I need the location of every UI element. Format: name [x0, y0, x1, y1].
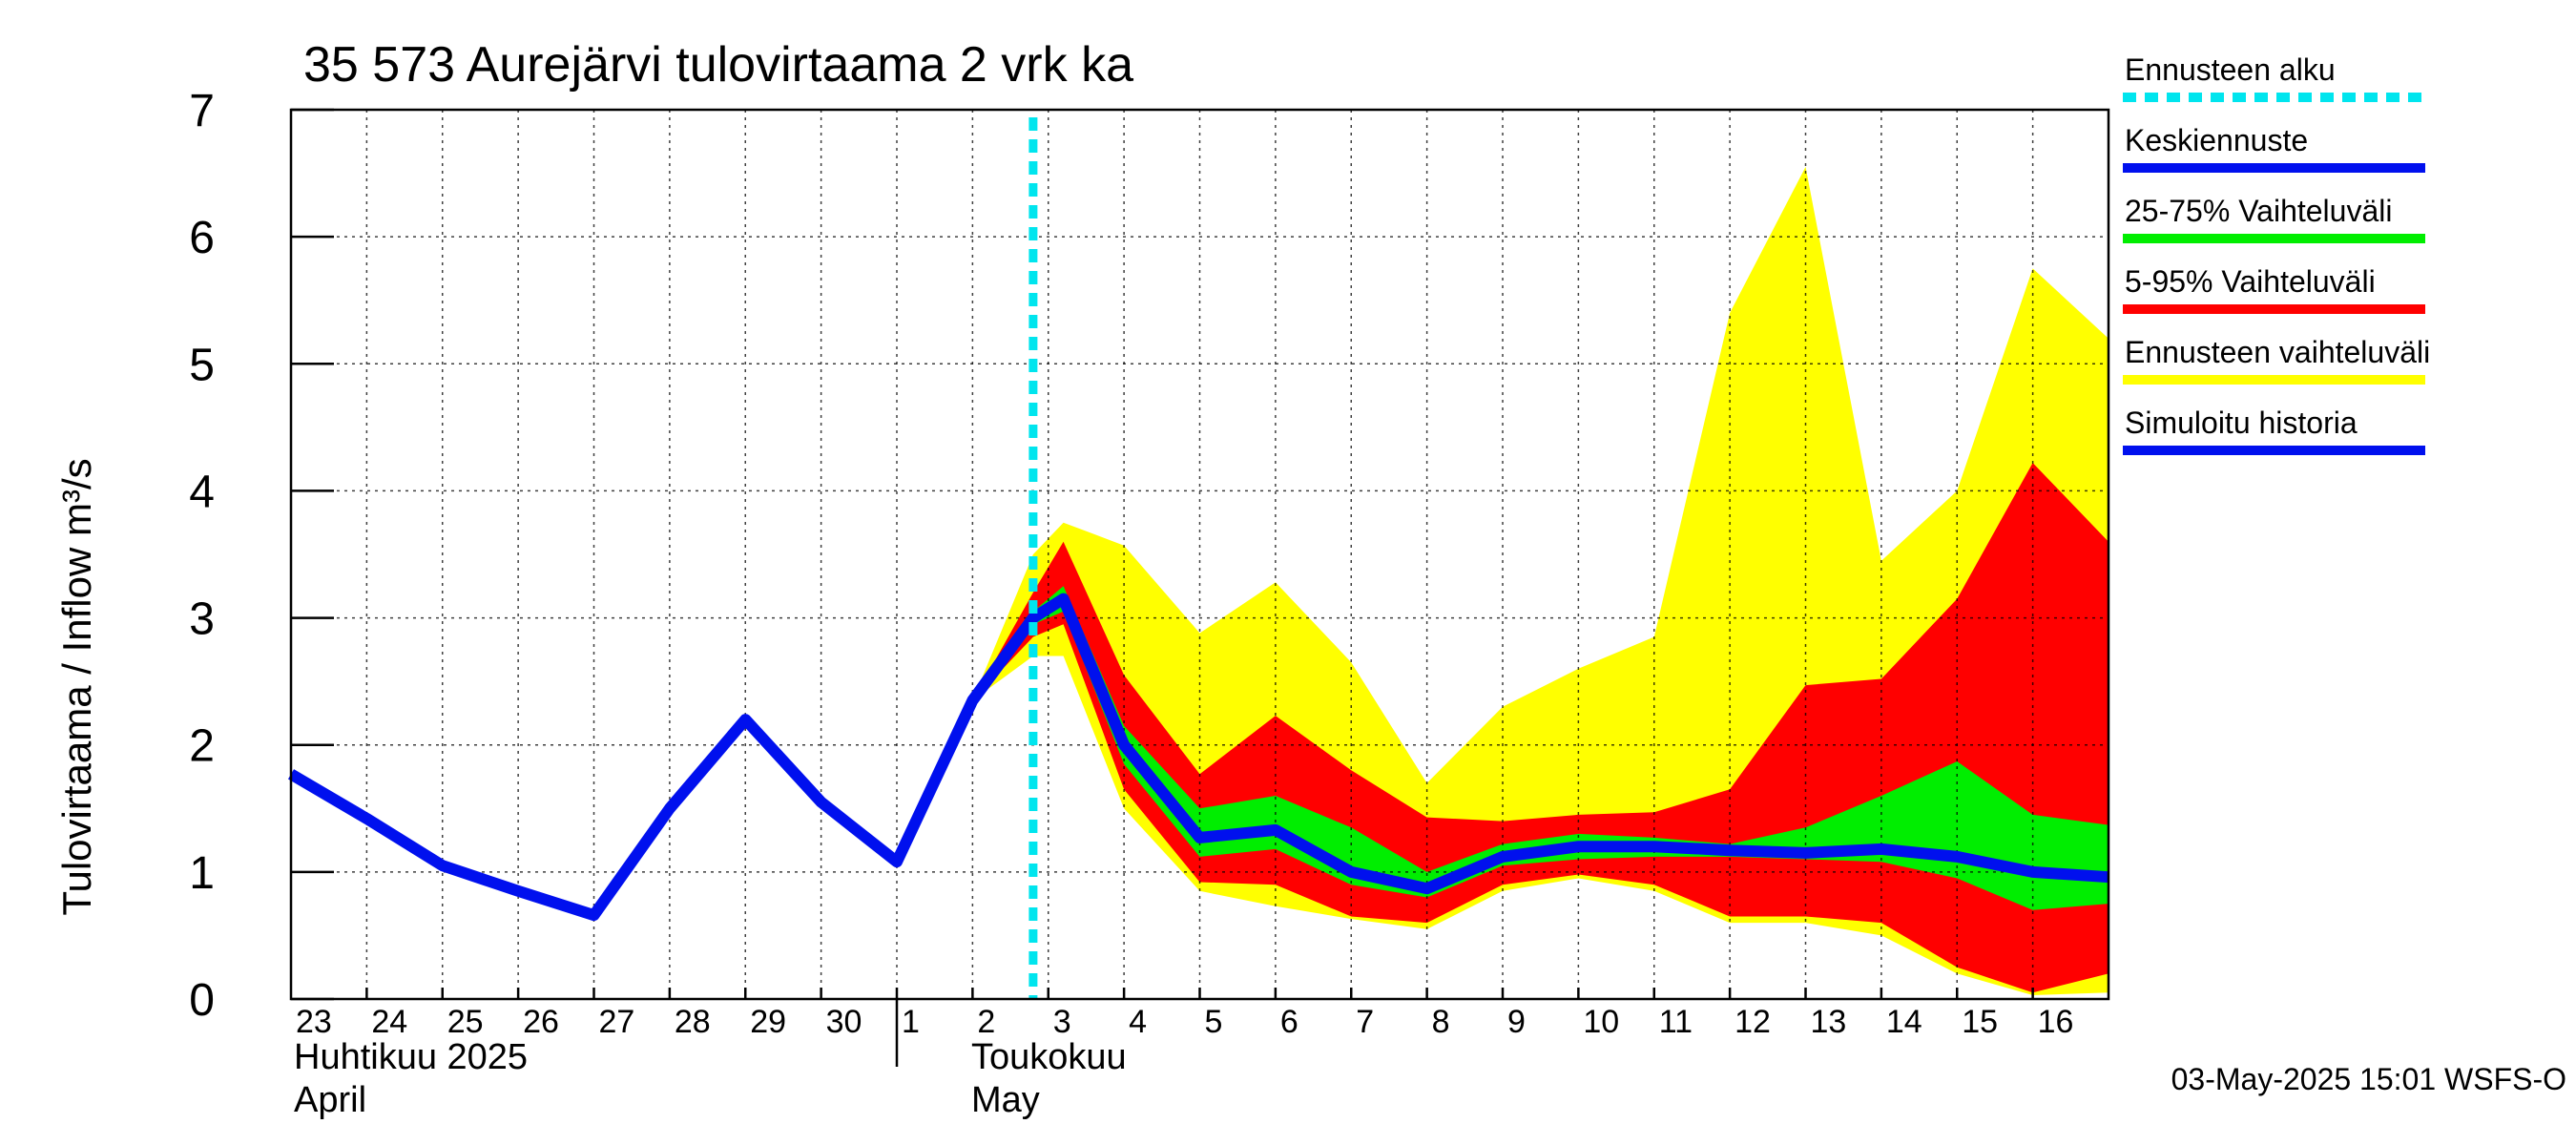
x-tick-label: 15	[1962, 1004, 1998, 1040]
x-tick-label: 1	[902, 1004, 920, 1040]
month-label-may-fi: Toukokuu	[971, 1037, 1127, 1077]
x-tick-labels: 23 24 25 26 27 28 29 30 1 2 3 4 5 6 7 8 9 10 11 12 13 14 15 16	[296, 1004, 2073, 1040]
x-tick-label: 5	[1205, 1004, 1223, 1040]
legend-label: Ennusteen vaihteluväli	[2125, 335, 2430, 369]
p5-p95-band	[972, 463, 2109, 993]
x-tick-label: 25	[447, 1004, 484, 1040]
y-axis-label: Tulovirtaama / Inflow m³/s	[54, 458, 99, 915]
legend-label: Simuloitu historia	[2125, 406, 2358, 440]
month-label-april-fi: Huhtikuu 2025	[294, 1037, 528, 1077]
x-tick-label: 27	[599, 1004, 635, 1040]
y-tick-label: 3	[189, 594, 215, 645]
x-tick-label: 12	[1735, 1004, 1771, 1040]
legend-label: 25-75% Vaihteluväli	[2125, 194, 2392, 228]
legend-label: 5-95% Vaihteluväli	[2125, 264, 2376, 299]
x-tick-label: 7	[1356, 1004, 1374, 1040]
y-tick-label: 6	[189, 213, 215, 263]
x-tick-label: 8	[1432, 1004, 1450, 1040]
x-tick-label: 23	[296, 1004, 332, 1040]
x-tick-label: 28	[675, 1004, 711, 1040]
legend-label: Keskiennuste	[2125, 123, 2308, 157]
x-tick-label: 11	[1659, 1004, 1693, 1040]
x-tick-label: 9	[1507, 1004, 1526, 1040]
y-tick-label: 0	[189, 975, 215, 1026]
legend-label: Ennusteen alku	[2125, 52, 2336, 87]
x-tick-label: 26	[523, 1004, 559, 1040]
legend: Ennusteen alku Keskiennuste 25-75% Vaihtel…	[2123, 52, 2430, 455]
forecast-bands	[972, 166, 2109, 995]
x-tick-label: 16	[2038, 1004, 2074, 1040]
x-tick-label: 13	[1811, 1004, 1847, 1040]
simulated-history-line	[287, 614, 1038, 922]
x-tick-label: 3	[1053, 1004, 1071, 1040]
chart-title: 35 573 Aurejärvi tulovirtaama 2 vrk ka	[303, 37, 1133, 93]
x-tick-label: 24	[371, 1004, 407, 1040]
y-tick-labels: 0 1 2 3 4 5 6 7	[189, 86, 215, 1026]
x-tick-label: 10	[1583, 1004, 1619, 1040]
month-label-april-en: April	[294, 1080, 366, 1120]
x-tick-label: 2	[977, 1004, 995, 1040]
axes	[289, 108, 2110, 1067]
y-tick-label: 5	[189, 340, 215, 390]
timestamp-footer: 03-May-2025 15:01 WSFS-O	[2171, 1062, 2566, 1096]
mean-forecast-line	[967, 593, 2109, 895]
x-tick-label: 4	[1129, 1004, 1147, 1040]
month-label-may-en: May	[971, 1080, 1040, 1120]
y-tick-label: 7	[189, 86, 215, 136]
x-tick-label: 14	[1886, 1004, 1922, 1040]
x-tick-label: 29	[750, 1004, 786, 1040]
x-tick-label: 30	[826, 1004, 862, 1040]
y-tick-label: 1	[189, 848, 215, 899]
series-lines	[287, 117, 2109, 999]
y-tick-label: 4	[189, 467, 215, 517]
x-tick-label: 6	[1280, 1004, 1298, 1040]
y-tick-label: 2	[189, 721, 215, 772]
